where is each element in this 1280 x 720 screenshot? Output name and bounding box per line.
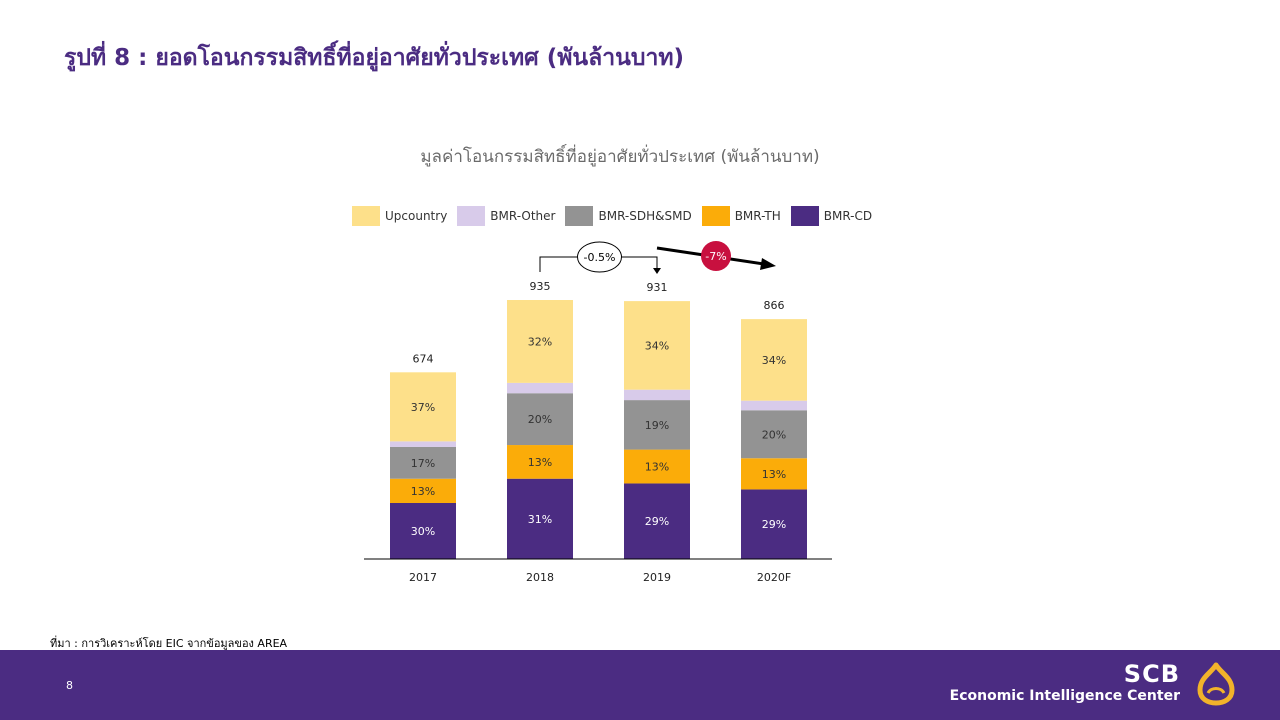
growth-label-2019-2020: -7% (705, 250, 726, 263)
legend-swatch (457, 206, 486, 226)
bar-segment-bmr-sdh-smd (390, 446, 456, 479)
total-label: 935 (530, 280, 551, 293)
total-label: 931 (647, 281, 668, 294)
legend-swatch (352, 206, 380, 226)
legend-label: BMR-SDH&SMD (598, 209, 692, 223)
segment-label: 13% (762, 468, 786, 481)
segment-label: 13% (411, 485, 435, 498)
segment-label: 20% (762, 428, 786, 441)
source-note: ที่มา : การวิเคราะห์โดย EIC จากข้อมูลของ… (50, 637, 288, 650)
legend-item-bmr-cd: BMR-CD (790, 206, 873, 226)
brand-name: SCB (1123, 660, 1180, 688)
bar-segment-upcountry (507, 300, 573, 383)
bar-segment-bmr-th (507, 445, 573, 479)
bar-segment-bmr-cd (507, 478, 573, 559)
bar-segment-bmr-th (741, 458, 807, 490)
bar-segment-bmr-other (624, 389, 690, 401)
segment-label: 20% (528, 413, 552, 426)
segment-label: 30% (411, 525, 435, 538)
bar-segment-bmr-cd (741, 489, 807, 559)
stacked-bar-chart: 30% 13% 17% 37% 674 2017 31% 13% 20% 32% 935 2018 29… (364, 241, 832, 584)
segment-label: 17% (411, 457, 435, 470)
x-tick-label: 2019 (643, 571, 671, 584)
legend-item-bmr-other: BMR-Other (457, 206, 555, 226)
chart-legend: Upcountry BMR-Other BMR-SDH&SMD BMR-TH BMR-C… (352, 206, 882, 226)
x-tick-label: 2017 (409, 571, 437, 584)
bar-segment-upcountry (741, 319, 807, 401)
growth-ellipse (577, 241, 622, 273)
trend-arrow-head (760, 258, 776, 270)
bracket-arrow-head (653, 268, 661, 274)
page-title: รูปที่ 8 : ยอดโอนกรรมสิทธิ์ที่อยู่อาศัยท… (64, 45, 685, 71)
legend-swatch (565, 206, 594, 226)
segment-label: 13% (528, 456, 552, 469)
segment-label: 31% (528, 513, 552, 526)
x-tick-label: 2020F (757, 571, 791, 584)
bar-segment-bmr-other (390, 441, 456, 447)
legend-item-bmr-sdh-smd: BMR-SDH&SMD (565, 206, 692, 226)
bar-segment-bmr-sdh-smd (624, 400, 690, 450)
legend-item-bmr-th: BMR-TH (701, 206, 781, 226)
bar-segment-bmr-sdh-smd (507, 393, 573, 446)
total-label: 866 (764, 299, 785, 312)
footer-bar: 8 SCB Economic Intelligence Center (0, 650, 1280, 720)
segment-label: 19% (645, 419, 669, 432)
bar-segment-bmr-th (390, 478, 456, 503)
legend-label: BMR-CD (823, 209, 873, 223)
bar-segment-bmr-sdh-smd (741, 410, 807, 459)
segment-label: 32% (528, 335, 552, 348)
chart-title: มูลค่าโอนกรรมสิทธิ์ที่อยู่อาศัยทั่วประเท… (420, 147, 820, 167)
bar-segment-bmr-cd (390, 502, 456, 559)
segment-label: 37% (411, 401, 435, 414)
bar-segment-bmr-cd (624, 483, 690, 559)
bar-segment-bmr-other (741, 400, 807, 411)
legend-label: BMR-TH (734, 209, 781, 223)
page-number: 8 (66, 679, 73, 692)
legend-label: BMR-Other (490, 209, 556, 223)
brand-text: SCB Economic Intelligence Center (950, 662, 1180, 706)
bar-segment-upcountry (624, 301, 690, 390)
segment-label: 34% (645, 339, 669, 352)
x-tick-label: 2018 (526, 571, 554, 584)
legend-item-upcountry: Upcountry (352, 206, 447, 226)
growth-badge (701, 241, 731, 271)
segment-label: 29% (762, 518, 786, 531)
bar-segment-upcountry (390, 372, 456, 442)
segment-label: 29% (645, 515, 669, 528)
legend-swatch (701, 206, 730, 226)
bar-segment-bmr-th (624, 449, 690, 484)
growth-label-2018-2019: -0.5% (584, 251, 616, 264)
segment-label: 34% (762, 354, 786, 367)
brand-subtitle: Economic Intelligence Center (949, 688, 1180, 704)
legend-label: Upcountry (385, 209, 448, 223)
segment-label: 13% (645, 461, 669, 474)
scb-lotus-icon (1197, 662, 1235, 706)
legend-swatch (790, 206, 819, 226)
total-label: 674 (413, 352, 434, 365)
bar-segment-bmr-other (507, 382, 573, 394)
